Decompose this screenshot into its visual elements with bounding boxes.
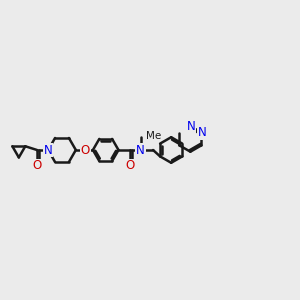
Text: N: N <box>186 120 195 133</box>
Text: N: N <box>197 126 206 139</box>
Text: O: O <box>81 143 90 157</box>
Text: N: N <box>136 143 145 157</box>
Text: O: O <box>125 160 134 172</box>
Text: Me: Me <box>146 131 161 141</box>
Text: N: N <box>44 143 52 157</box>
Text: O: O <box>32 160 42 172</box>
Text: N: N <box>44 143 52 157</box>
